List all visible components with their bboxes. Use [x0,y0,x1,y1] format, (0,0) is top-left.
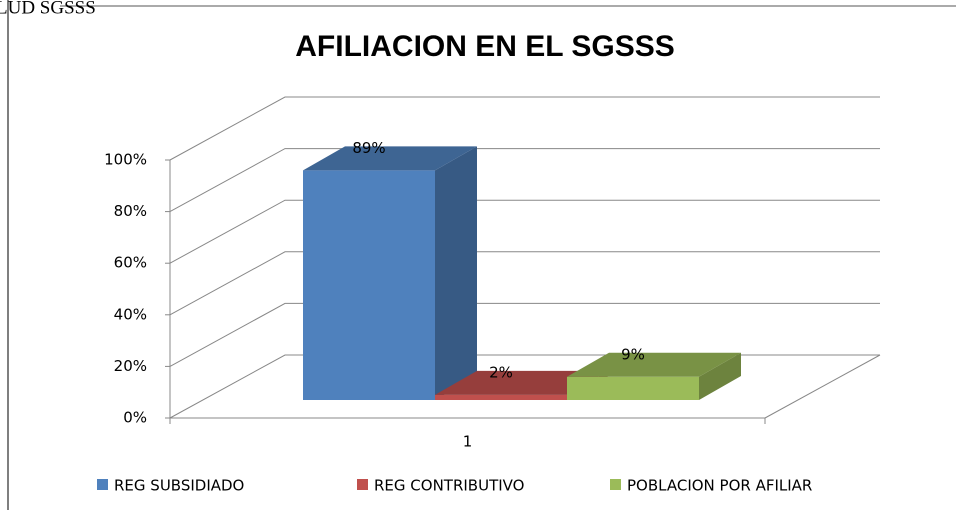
grid-line [169,148,880,213]
data-label: 2% [489,363,513,381]
legend-swatch [97,479,108,490]
y-tick-label: 80% [114,202,147,220]
bar-side [699,352,741,400]
data-label: 9% [621,345,645,363]
grid-line [169,96,880,161]
floor-edge [764,354,881,419]
bar [303,170,435,400]
data-label: 89% [352,139,385,157]
y-tick-label: 40% [114,305,147,323]
x-tick-label: 1 [463,433,473,451]
y-tick-label: 0% [123,409,147,427]
grid-line [169,199,880,264]
bar-top [303,146,477,171]
chart-title: AFILIACION EN EL SGSSS [295,30,675,63]
bar [567,376,699,400]
y-tick-label: 60% [114,254,147,272]
y-tick-label: 20% [114,357,147,375]
legend-swatch [357,479,368,490]
bar-top [435,370,609,395]
grid-line [169,251,880,316]
page-heading: LUD SGSSS [0,0,96,18]
legend-label: REG CONTRIBUTIVO [374,477,524,495]
legend-label: REG SUBSIDIADO [114,477,244,495]
legend-label: POBLACION POR AFILIAR [627,477,812,495]
bar-side [435,146,477,400]
bar [435,394,567,400]
y-tick-label: 100% [104,151,147,169]
legend-swatch [610,479,621,490]
bar-top [567,352,741,377]
grid-line [169,302,880,367]
